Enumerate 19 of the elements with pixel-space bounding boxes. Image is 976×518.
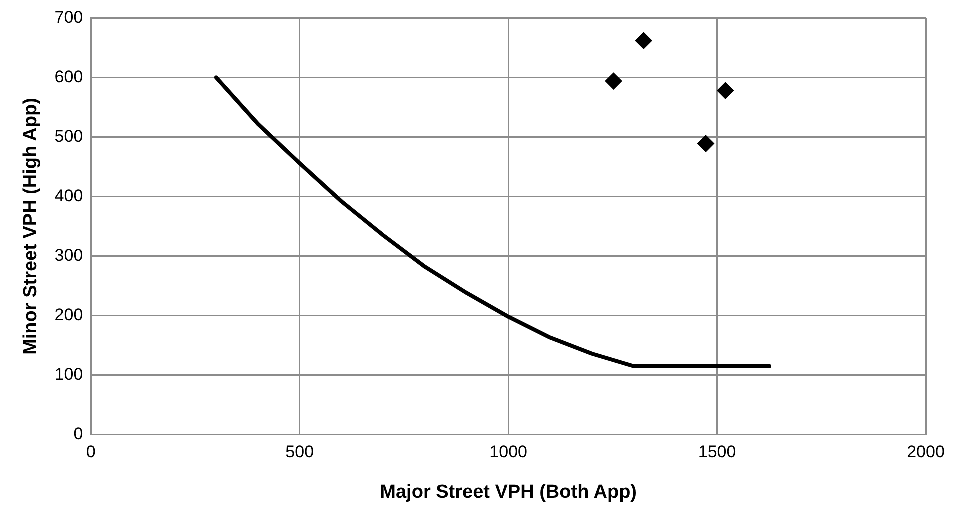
- y-tick-label: 100: [54, 364, 84, 384]
- point: [635, 32, 652, 50]
- x-axis-title: Major Street VPH (Both App): [380, 482, 638, 503]
- y-tick-label: 0: [74, 424, 84, 444]
- x-tick-label: 500: [286, 442, 314, 462]
- y-tick-label: 600: [54, 67, 84, 86]
- x-tick-label: 1500: [698, 442, 736, 462]
- y-tick-label: 700: [54, 8, 84, 27]
- y-tick-label: 400: [54, 186, 84, 206]
- point: [717, 82, 734, 100]
- point: [605, 72, 622, 90]
- point: [698, 135, 715, 152]
- y-tick-label: 500: [54, 126, 84, 146]
- y-axis-title: Minor Street VPH (High App): [20, 98, 42, 355]
- y-tick-label: 300: [54, 246, 84, 265]
- x-tick-label: 2000: [907, 442, 945, 462]
- x-tick-label: 0: [86, 442, 96, 462]
- x-tick-label: 1000: [490, 442, 528, 462]
- y-tick-label: 200: [54, 305, 84, 324]
